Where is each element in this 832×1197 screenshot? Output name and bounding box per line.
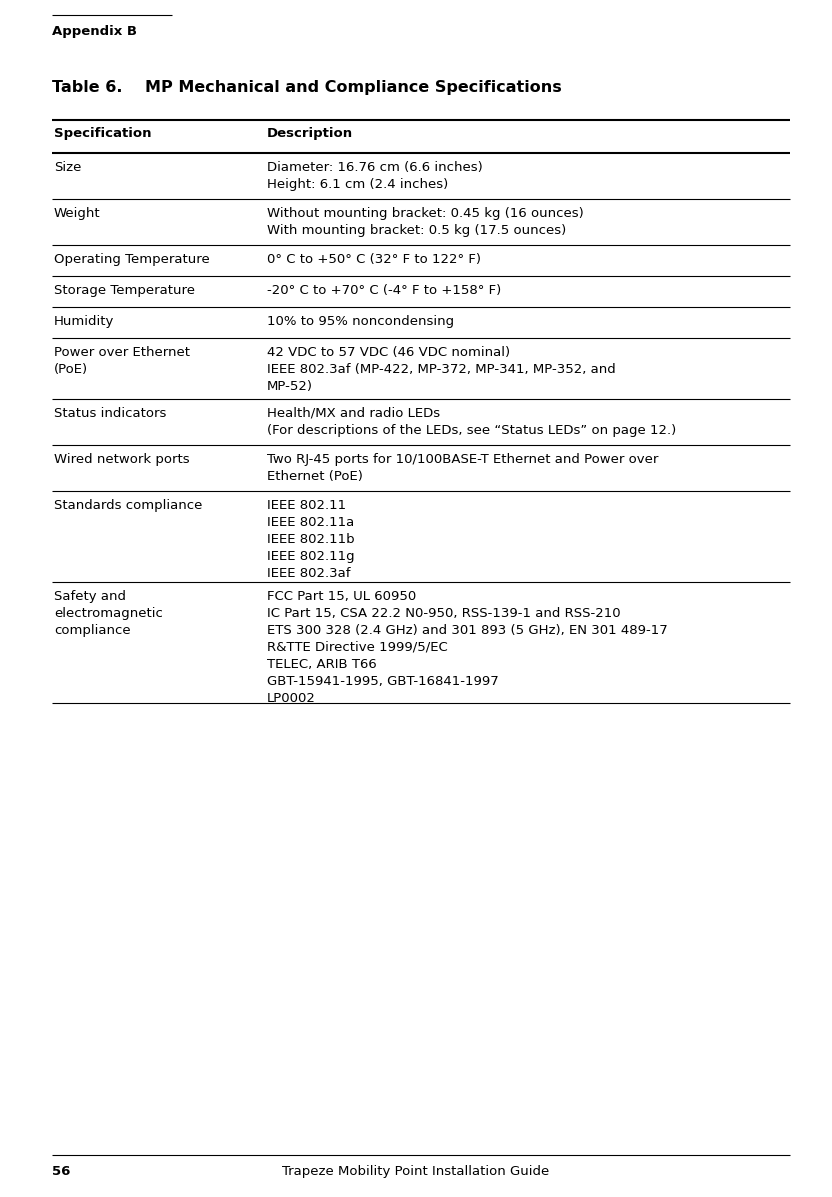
Text: Wired network ports: Wired network ports <box>54 452 190 466</box>
Text: Appendix B: Appendix B <box>52 25 137 38</box>
Text: Description: Description <box>267 127 353 140</box>
Text: Weight: Weight <box>54 207 101 220</box>
Text: Humidity: Humidity <box>54 315 114 328</box>
Text: 0° C to +50° C (32° F to 122° F): 0° C to +50° C (32° F to 122° F) <box>267 253 481 266</box>
Text: 42 VDC to 57 VDC (46 VDC nominal)
IEEE 802.3af (MP-422, MP-372, MP-341, MP-352, : 42 VDC to 57 VDC (46 VDC nominal) IEEE 8… <box>267 346 616 393</box>
Text: 56: 56 <box>52 1165 71 1178</box>
Text: 10% to 95% noncondensing: 10% to 95% noncondensing <box>267 315 454 328</box>
Text: Table 6.    MP Mechanical and Compliance Specifications: Table 6. MP Mechanical and Compliance Sp… <box>52 80 562 95</box>
Text: Two RJ-45 ports for 10/100BASE-T Ethernet and Power over
Ethernet (PoE): Two RJ-45 ports for 10/100BASE-T Etherne… <box>267 452 658 484</box>
Text: FCC Part 15, UL 60950
IC Part 15, CSA 22.2 N0-950, RSS-139-1 and RSS-210
ETS 300: FCC Part 15, UL 60950 IC Part 15, CSA 22… <box>267 590 667 705</box>
Text: Specification: Specification <box>54 127 151 140</box>
Text: -20° C to +70° C (-4° F to +158° F): -20° C to +70° C (-4° F to +158° F) <box>267 284 501 297</box>
Text: Status indicators: Status indicators <box>54 407 166 420</box>
Text: Without mounting bracket: 0.45 kg (16 ounces)
With mounting bracket: 0.5 kg (17.: Without mounting bracket: 0.45 kg (16 ou… <box>267 207 583 237</box>
Text: Power over Ethernet
(PoE): Power over Ethernet (PoE) <box>54 346 190 376</box>
Text: Standards compliance: Standards compliance <box>54 499 202 512</box>
Text: IEEE 802.11
IEEE 802.11a
IEEE 802.11b
IEEE 802.11g
IEEE 802.3af: IEEE 802.11 IEEE 802.11a IEEE 802.11b IE… <box>267 499 354 581</box>
Text: Diameter: 16.76 cm (6.6 inches)
Height: 6.1 cm (2.4 inches): Diameter: 16.76 cm (6.6 inches) Height: … <box>267 162 483 192</box>
Text: Storage Temperature: Storage Temperature <box>54 284 195 297</box>
Text: Health/MX and radio LEDs
(For descriptions of the LEDs, see “Status LEDs” on pag: Health/MX and radio LEDs (For descriptio… <box>267 407 676 437</box>
Text: Trapeze Mobility Point Installation Guide: Trapeze Mobility Point Installation Guid… <box>282 1165 550 1178</box>
Text: Size: Size <box>54 162 82 174</box>
Text: Operating Temperature: Operating Temperature <box>54 253 210 266</box>
Text: Safety and
electromagnetic
compliance: Safety and electromagnetic compliance <box>54 590 163 637</box>
